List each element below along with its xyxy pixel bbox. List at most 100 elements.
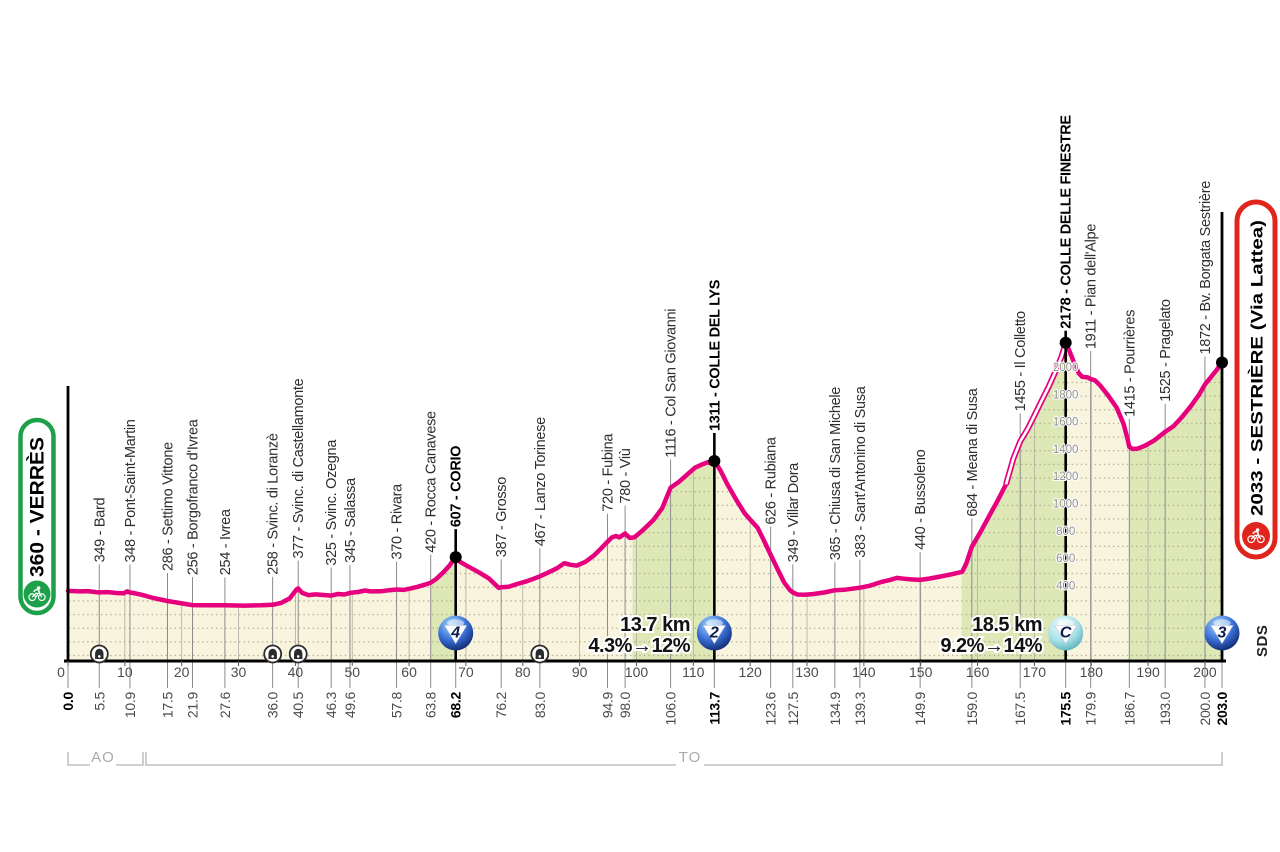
km-tick-label: 190 xyxy=(1136,664,1160,680)
elevation-scale-label: 1200 xyxy=(1053,471,1079,483)
cumulative-km-label: 49.6 xyxy=(342,692,358,719)
km-tick-label: 140 xyxy=(852,664,876,680)
tunnel-icon xyxy=(288,644,308,664)
tunnel-icon xyxy=(530,644,550,664)
km-tick-label: 160 xyxy=(966,664,990,680)
cumulative-km-label: 149.9 xyxy=(912,691,928,725)
cumulative-km-label: 139.3 xyxy=(852,691,868,725)
cumulative-km-label: 76.2 xyxy=(493,692,509,719)
province-label-ao: AO xyxy=(91,749,115,766)
waypoint-label: 2178 - COLLE DELLE FINESTRE xyxy=(1059,115,1075,329)
start-label: 360 - VERRÈS xyxy=(27,437,49,577)
waypoint-label: 345 - Salassa xyxy=(343,477,359,563)
badge-number: C xyxy=(1060,625,1072,642)
km-tick-label: 70 xyxy=(458,664,474,680)
elevation-scale-label: 600 xyxy=(1056,553,1075,565)
waypoint-label: 349 - Bard xyxy=(92,497,108,562)
waypoint-label: 365 - Chiusa di San Michele xyxy=(828,387,844,560)
cumulative-km-label: 203.0 xyxy=(1214,691,1230,725)
sterrato-white-core xyxy=(1004,342,1067,485)
waypoint-label: 1911 - Pian dell'Alpe xyxy=(1084,224,1100,349)
elevation-scale-label: 800 xyxy=(1056,526,1075,538)
cumulative-km-label: 175.5 xyxy=(1058,691,1074,725)
km-tick-label: 80 xyxy=(515,664,531,680)
waypoint-label: 256 - Borgofranco d'Ivrea xyxy=(186,418,202,575)
to-bracket-left xyxy=(145,752,676,766)
cumulative-km-label: 68.2 xyxy=(448,692,464,719)
waypoint-label: 370 - Rivara xyxy=(390,483,406,560)
waypoint-label: 258 - Svinc. di Loranzè xyxy=(266,433,282,575)
cumulative-km-label: 63.8 xyxy=(423,692,439,719)
province-label-to: TO xyxy=(679,749,702,766)
km-tick-label: 170 xyxy=(1023,664,1047,680)
cumulative-km-label: 17.5 xyxy=(160,692,176,719)
waypoint-label: 607 - CORIO xyxy=(449,446,465,527)
km-tick-label: 60 xyxy=(401,664,417,680)
cumulative-km-label: 57.8 xyxy=(389,692,405,719)
cumulative-km-label: 113.7 xyxy=(706,691,722,724)
cumulative-km-label: 123.6 xyxy=(763,691,779,725)
waypoint-label: 348 - Pont-Saint-Martin xyxy=(123,419,139,562)
waypoint-label: 467 - Lanzo Torinese xyxy=(533,417,549,546)
km-tick-label: 100 xyxy=(625,664,649,680)
finish-label: 2033 - SESTRIÈRE (Via Lattea) xyxy=(1248,220,1267,516)
cumulative-km-label: 0.0 xyxy=(60,691,76,710)
cumulative-km-label: 193.0 xyxy=(1157,691,1173,725)
km-tick-label: 150 xyxy=(909,664,933,680)
cumulative-km-label: 27.6 xyxy=(217,692,233,719)
km-tick-label: 40 xyxy=(288,664,304,680)
climb-stat-2-gradient: 9.2%→14% xyxy=(940,635,1042,657)
cumulative-km-label: 127.5 xyxy=(785,691,801,725)
category-badge-3: 3 xyxy=(1204,615,1240,651)
cumulative-km-label: 200.0 xyxy=(1197,691,1213,725)
waypoint-label: 377 - Svinc. di Castellamonte xyxy=(291,378,307,558)
elevation-scale-label: 2000 xyxy=(1053,362,1079,374)
elevation-scale-label: 1000 xyxy=(1053,499,1079,511)
waypoint-label: 420 - Rocca Canavese xyxy=(424,411,440,553)
cumulative-km-label: 106.0 xyxy=(663,691,679,725)
waypoint-label: 684 - Meana di Susa xyxy=(965,387,981,516)
cumulative-km-label: 21.9 xyxy=(185,692,201,719)
km-tick-label: 90 xyxy=(572,664,588,680)
km-tick-label: 10 xyxy=(117,664,133,680)
start-cyclist-icon xyxy=(23,580,51,608)
category-badge-4: 4 xyxy=(438,615,474,651)
km-tick-label: 200 xyxy=(1193,664,1217,680)
finish-dot xyxy=(1216,356,1228,369)
waypoint-label: 1525 - Pragelato xyxy=(1158,299,1174,402)
elevation-scale-label: 1600 xyxy=(1053,417,1079,429)
tunnel-icons xyxy=(89,644,550,664)
to-bracket-right xyxy=(704,752,1223,766)
waypoint-labels: 349 - Bard 348 - Pont-Saint-Martin 286 - S… xyxy=(92,115,1214,594)
km-tick-label: 30 xyxy=(231,664,247,680)
waypoint-label: 1311 - COLLE DEL LYS xyxy=(707,279,723,431)
km-tick-label: 180 xyxy=(1080,664,1104,680)
waypoint-label: 440 - Bussoleno xyxy=(913,449,929,550)
cumulative-km-label: 179.9 xyxy=(1083,691,1099,725)
cumulative-km-label: 159.0 xyxy=(964,691,980,725)
tunnel-icon xyxy=(263,644,283,664)
waypoint-label: 383 - Sant'Antonino di Susa xyxy=(853,385,869,557)
km-tick-label: 20 xyxy=(174,664,190,680)
ao-bracket-left xyxy=(67,752,90,766)
start-capsule: 360 - VERRÈS xyxy=(18,417,56,616)
km-tick-label: 130 xyxy=(795,664,819,680)
cumulative-km-label: 46.3 xyxy=(323,692,339,719)
waypoint-label: 254 - Ivrea xyxy=(218,508,234,575)
km-tick-label: 110 xyxy=(682,664,705,680)
waypoint-label: 720 - Fubina xyxy=(601,433,617,512)
waypoint-label: 1116 - Col San Giovanni xyxy=(664,309,680,458)
elevation-scale-label: 400 xyxy=(1056,580,1075,592)
province-brackets xyxy=(67,752,1223,766)
cumulative-km-label: 94.9 xyxy=(600,692,616,719)
profile-fills xyxy=(68,342,1222,661)
category-badges: 4 2 C 3 xyxy=(438,615,1240,651)
cumulative-km-label: 5.5 xyxy=(91,691,107,710)
km-tick-label: 50 xyxy=(344,664,360,680)
waypoint-label: 780 - Viù xyxy=(618,448,634,503)
cumulative-km-label: 10.9 xyxy=(122,692,138,719)
tunnel-icon xyxy=(89,644,109,664)
summit-dot xyxy=(708,455,721,468)
waypoint-label: 387 - Grosso xyxy=(494,477,510,557)
cumulative-km-label: 186.7 xyxy=(1121,691,1137,725)
